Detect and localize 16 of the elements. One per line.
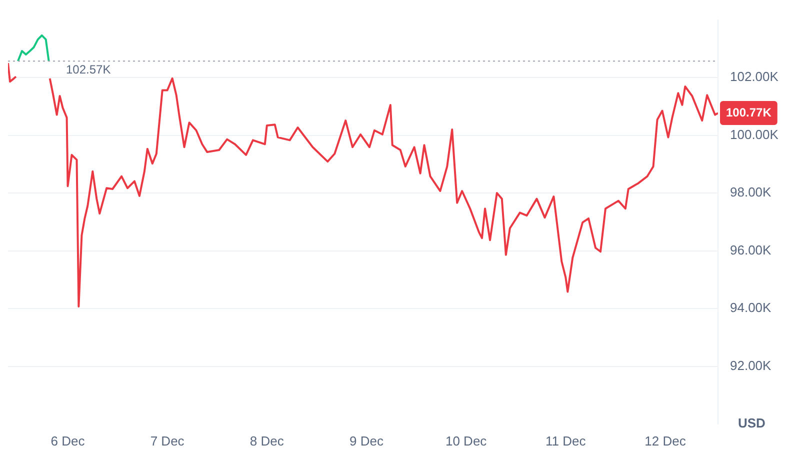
y-axis-title: USD (738, 416, 766, 431)
y-tick-label: 98.00K (730, 184, 772, 200)
x-tick-label: 9 Dec (350, 433, 384, 448)
ref-line-label: 102.57K (66, 62, 111, 76)
y-tick-label: 92.00K (730, 358, 772, 373)
x-tick-label: 8 Dec (250, 433, 284, 448)
y-tick-label: 100.00K (730, 126, 779, 142)
annotation: 100.77K (726, 105, 772, 120)
x-tick-label: 7 Dec (150, 433, 185, 448)
x-tick-label: 12 Dec (644, 433, 686, 448)
x-tick-label: 6 Dec (50, 433, 86, 448)
y-tick-label: 102.00K (730, 69, 779, 84)
y-tick-label: 94.00K (730, 300, 772, 316)
x-tick-label: 10 Dec (445, 433, 488, 448)
y-tick-label: 96.00K (730, 242, 772, 258)
x-tick-label: 11 Dec (546, 433, 586, 448)
